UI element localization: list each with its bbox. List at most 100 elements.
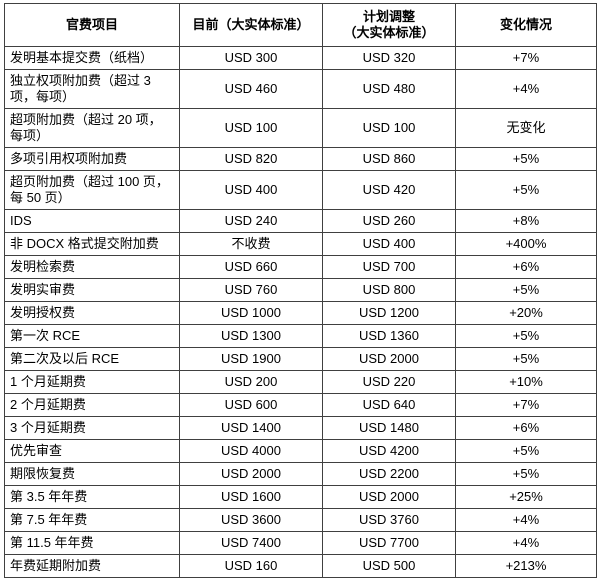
table-row: 发明授权费 USD 1000 USD 1200 +20% <box>4 301 597 325</box>
header-row: 官费项目 目前（大实体标准） 计划调整 （大实体标准） 变化情况 <box>4 3 597 47</box>
fee-item-name: 年费延期附加费 <box>4 554 180 578</box>
fee-item-name: 独立权项附加费（超过 3 项，每项） <box>4 69 180 109</box>
fee-item-name: 多项引用权项附加费 <box>4 147 180 171</box>
planned-fee: USD 320 <box>322 46 456 70</box>
change-value: +10% <box>455 370 597 394</box>
planned-fee: USD 700 <box>322 255 456 279</box>
change-value: +400% <box>455 232 597 256</box>
table-row: 2 个月延期费 USD 600 USD 640 +7% <box>4 393 597 417</box>
current-fee: USD 600 <box>179 393 323 417</box>
table-row: 1 个月延期费 USD 200 USD 220 +10% <box>4 370 597 394</box>
change-value: +25% <box>455 485 597 509</box>
fee-table: 官费项目 目前（大实体标准） 计划调整 （大实体标准） 变化情况 发明基本提交费… <box>4 3 597 578</box>
current-fee: USD 760 <box>179 278 323 302</box>
planned-fee: USD 480 <box>322 69 456 109</box>
change-value: +5% <box>455 278 597 302</box>
change-value: +5% <box>455 462 597 486</box>
fee-item-name: 1 个月延期费 <box>4 370 180 394</box>
planned-fee: USD 4200 <box>322 439 456 463</box>
table-row: 发明检索费 USD 660 USD 700 +6% <box>4 255 597 279</box>
current-fee: USD 1400 <box>179 416 323 440</box>
current-fee: USD 660 <box>179 255 323 279</box>
planned-fee: USD 7700 <box>322 531 456 555</box>
current-fee: USD 200 <box>179 370 323 394</box>
planned-fee: USD 260 <box>322 209 456 233</box>
change-value: +5% <box>455 347 597 371</box>
planned-fee: USD 1360 <box>322 324 456 348</box>
planned-fee: USD 2000 <box>322 347 456 371</box>
table-row: 独立权项附加费（超过 3 项，每项） USD 460 USD 480 +4% <box>4 69 597 109</box>
table-row: 超页附加费（超过 100 页，每 50 页） USD 400 USD 420 +… <box>4 170 597 210</box>
fee-item-name: 第 7.5 年年费 <box>4 508 180 532</box>
planned-fee: USD 220 <box>322 370 456 394</box>
fee-item-name: 第二次及以后 RCE <box>4 347 180 371</box>
change-value: +5% <box>455 324 597 348</box>
fee-item-name: 优先审查 <box>4 439 180 463</box>
table-row: 发明实审费 USD 760 USD 800 +5% <box>4 278 597 302</box>
fee-item-name: 第 3.5 年年费 <box>4 485 180 509</box>
current-fee: 不收费 <box>179 232 323 256</box>
planned-fee: USD 800 <box>322 278 456 302</box>
planned-fee: USD 1480 <box>322 416 456 440</box>
table-row: 第 7.5 年年费 USD 3600 USD 3760 +4% <box>4 508 597 532</box>
table-row: 非 DOCX 格式提交附加费 不收费 USD 400 +400% <box>4 232 597 256</box>
table-row: 期限恢复费 USD 2000 USD 2200 +5% <box>4 462 597 486</box>
table-row: 多项引用权项附加费 USD 820 USD 860 +5% <box>4 147 597 171</box>
planned-fee: USD 860 <box>322 147 456 171</box>
change-value: +213% <box>455 554 597 578</box>
fee-item-name: 非 DOCX 格式提交附加费 <box>4 232 180 256</box>
planned-fee: USD 640 <box>322 393 456 417</box>
current-fee: USD 2000 <box>179 462 323 486</box>
change-value: +4% <box>455 531 597 555</box>
fee-item-name: 第 11.5 年年费 <box>4 531 180 555</box>
planned-fee: USD 3760 <box>322 508 456 532</box>
current-fee: USD 400 <box>179 170 323 210</box>
fee-item-name: 发明授权费 <box>4 301 180 325</box>
current-fee: USD 1000 <box>179 301 323 325</box>
fee-table-body: 发明基本提交费（纸档） USD 300 USD 320 +7% 独立权项附加费（… <box>4 46 597 578</box>
planned-fee: USD 100 <box>322 108 456 148</box>
table-row: 超项附加费（超过 20 项，每项） USD 100 USD 100 无变化 <box>4 108 597 148</box>
current-fee: USD 300 <box>179 46 323 70</box>
current-fee: USD 1900 <box>179 347 323 371</box>
change-value: +6% <box>455 416 597 440</box>
fee-item-name: 发明检索费 <box>4 255 180 279</box>
fee-item-name: 发明基本提交费（纸档） <box>4 46 180 70</box>
planned-fee: USD 1200 <box>322 301 456 325</box>
planned-fee: USD 420 <box>322 170 456 210</box>
change-value: +5% <box>455 147 597 171</box>
change-value: +6% <box>455 255 597 279</box>
change-value: +8% <box>455 209 597 233</box>
current-fee: USD 820 <box>179 147 323 171</box>
table-row: 第二次及以后 RCE USD 1900 USD 2000 +5% <box>4 347 597 371</box>
current-fee: USD 240 <box>179 209 323 233</box>
fee-item-name: 超项附加费（超过 20 项，每项） <box>4 108 180 148</box>
current-fee: USD 1600 <box>179 485 323 509</box>
planned-fee: USD 400 <box>322 232 456 256</box>
table-row: 第一次 RCE USD 1300 USD 1360 +5% <box>4 324 597 348</box>
change-value: +7% <box>455 46 597 70</box>
current-fee: USD 7400 <box>179 531 323 555</box>
table-row: 优先审查 USD 4000 USD 4200 +5% <box>4 439 597 463</box>
fee-item-name: 发明实审费 <box>4 278 180 302</box>
fee-item-name: 2 个月延期费 <box>4 393 180 417</box>
planned-fee: USD 2000 <box>322 485 456 509</box>
current-fee: USD 3600 <box>179 508 323 532</box>
current-fee: USD 100 <box>179 108 323 148</box>
table-row: 发明基本提交费（纸档） USD 300 USD 320 +7% <box>4 46 597 70</box>
fee-item-name: 超页附加费（超过 100 页，每 50 页） <box>4 170 180 210</box>
table-row: 第 3.5 年年费 USD 1600 USD 2000 +25% <box>4 485 597 509</box>
fee-item-name: 3 个月延期费 <box>4 416 180 440</box>
col-header-current-fee: 目前（大实体标准） <box>179 3 323 47</box>
fee-item-name: 期限恢复费 <box>4 462 180 486</box>
change-value: +20% <box>455 301 597 325</box>
change-value: +5% <box>455 170 597 210</box>
fee-item-name: IDS <box>4 209 180 233</box>
table-row: IDS USD 240 USD 260 +8% <box>4 209 597 233</box>
change-value: +4% <box>455 508 597 532</box>
col-header-change: 变化情况 <box>455 3 597 47</box>
planned-fee: USD 2200 <box>322 462 456 486</box>
table-row: 3 个月延期费 USD 1400 USD 1480 +6% <box>4 416 597 440</box>
current-fee: USD 460 <box>179 69 323 109</box>
